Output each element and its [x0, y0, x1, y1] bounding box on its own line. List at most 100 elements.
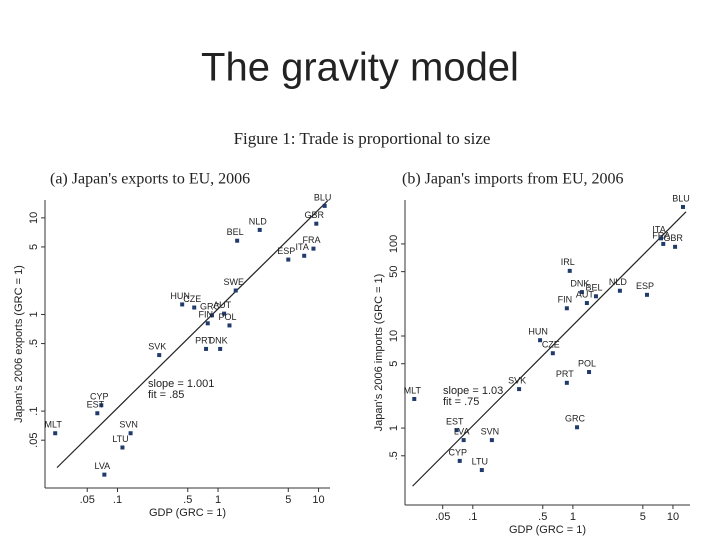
point-label: LVA: [454, 426, 470, 436]
annotation: fit = .75: [443, 396, 479, 408]
point: [659, 236, 664, 241]
point-label: ESP: [277, 246, 295, 256]
point: [99, 403, 104, 408]
point-label: GBR: [663, 233, 683, 243]
point: [302, 253, 307, 258]
point-label: FIN: [198, 310, 213, 320]
point-label: PRT: [556, 369, 574, 379]
point-label: ITA: [652, 225, 665, 235]
x-axis-label: GDP (GRC = 1): [509, 524, 586, 536]
point-label: BLU: [672, 193, 690, 203]
fit-line: [412, 211, 687, 487]
point: [538, 338, 543, 343]
y-tick-label: 1: [28, 311, 40, 317]
x-tick-label: 1: [570, 511, 576, 523]
point: [157, 353, 162, 358]
point: [517, 387, 522, 392]
point: [322, 203, 327, 208]
y-tick-label: 10: [388, 330, 400, 342]
x-tick-label: 1: [215, 494, 221, 506]
point: [575, 425, 580, 430]
point-label: SVK: [148, 341, 166, 351]
x-tick-label: 5: [285, 494, 291, 506]
y-tick-label: 10: [28, 212, 40, 224]
point-label: PRT: [195, 335, 213, 345]
point: [227, 323, 232, 328]
x-tick-label: 5: [640, 511, 646, 523]
slide-title: The gravity model: [201, 46, 519, 90]
y-tick-label: .5: [28, 339, 40, 348]
point: [681, 204, 686, 209]
figure-caption: Figure 1: Trade is proportional to size: [234, 129, 491, 148]
point-label: EST: [87, 400, 105, 410]
point: [457, 458, 462, 463]
point-label: HUN: [528, 327, 548, 337]
point: [95, 411, 100, 416]
y-tick-label: .1: [28, 407, 40, 416]
point-label: SVN: [119, 420, 138, 430]
x-tick-label: 10: [312, 494, 324, 506]
point-label: HUN: [170, 291, 190, 301]
point-label: FRA: [302, 235, 320, 245]
point: [587, 370, 592, 375]
chart-title: (a) Japan's exports to EU, 2006: [50, 171, 250, 188]
point: [584, 301, 589, 306]
point-label: POL: [218, 312, 236, 322]
point-label: DNK: [209, 335, 228, 345]
x-axis-label: GDP (GRC = 1): [149, 507, 226, 519]
point: [205, 321, 210, 326]
point-label: SWE: [223, 277, 244, 287]
point-label: BLU: [314, 192, 332, 202]
x-tick-label: .5: [538, 511, 547, 523]
point-label: MLT: [45, 420, 63, 430]
point-label: SVK: [508, 375, 526, 385]
y-tick-label: .5: [388, 451, 400, 460]
point: [222, 311, 227, 316]
point: [564, 380, 569, 385]
x-tick-label: .05: [80, 494, 95, 506]
point: [454, 428, 459, 433]
point: [661, 241, 666, 246]
point: [53, 431, 58, 436]
point: [233, 288, 238, 293]
point-label: NLD: [249, 216, 268, 226]
y-tick-label: 100: [388, 235, 400, 253]
point-label: CYP: [90, 392, 109, 402]
fit-line: [56, 200, 329, 469]
x-tick-label: .5: [183, 494, 192, 506]
point-label: IRL: [561, 257, 575, 267]
y-axis-label: Japan's 2006 imports (GRC = 1): [373, 274, 385, 432]
point: [218, 346, 223, 351]
point-label: GRC: [200, 302, 221, 312]
point-label: EST: [446, 416, 464, 426]
point-label: AUT: [576, 289, 595, 299]
point: [314, 221, 319, 226]
x-tick-label: 10: [667, 511, 679, 523]
point: [617, 288, 622, 293]
point: [286, 257, 291, 262]
point-label: DNK: [570, 278, 589, 288]
point: [564, 306, 569, 311]
point-label: POL: [578, 358, 596, 368]
point-label: CYP: [448, 447, 467, 457]
x-tick-label: .1: [113, 494, 122, 506]
point: [644, 292, 649, 297]
point: [120, 445, 125, 450]
point: [479, 468, 484, 473]
point: [461, 438, 466, 443]
annotation: slope = 1.03: [443, 385, 503, 397]
point-label: LTU: [472, 456, 488, 466]
y-tick-label: 5: [28, 244, 40, 250]
point-label: GBR: [305, 210, 325, 220]
point: [489, 438, 494, 443]
point: [209, 313, 214, 318]
point-label: NLD: [609, 277, 628, 287]
point-label: FRA: [652, 230, 670, 240]
point-label: LTU: [112, 434, 128, 444]
point: [102, 472, 107, 477]
point: [257, 227, 262, 232]
point: [412, 396, 417, 401]
point: [567, 268, 572, 273]
